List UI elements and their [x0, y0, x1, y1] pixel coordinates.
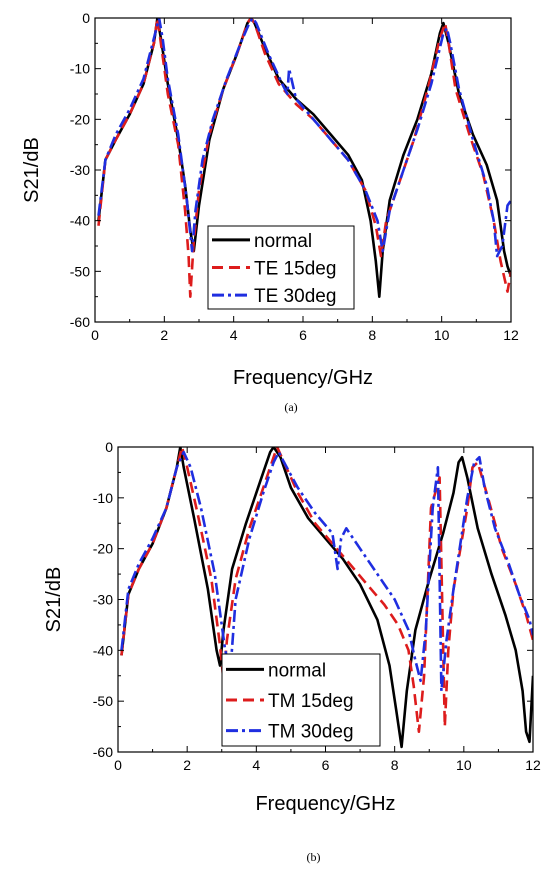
y-tick-label: -30 [70, 162, 90, 178]
x-tick-label: 0 [114, 757, 122, 773]
chart-2: 0 2 4 6 8 10 12 0 -10 -20 -30 -40 -50 -60 Frequency/GH… [43, 439, 541, 864]
y-tick-label: -50 [93, 693, 113, 709]
legend-label-2: TM 15deg [268, 691, 354, 712]
y-tick-label: -40 [70, 213, 90, 229]
x-tick-label: 12 [503, 327, 519, 343]
legend-label-1: normal [254, 231, 312, 252]
y-axis-label: S21/dB [43, 567, 65, 633]
legend-label-2: TE 15deg [254, 259, 336, 280]
x-tick-label: 10 [456, 757, 472, 773]
x-tick-label: 2 [183, 757, 191, 773]
y-tick-label: -60 [93, 744, 113, 760]
y-tick-label: -40 [93, 642, 113, 658]
y-tick-label: -60 [70, 314, 90, 330]
y-tick-label: 0 [105, 439, 113, 455]
figure-caption: (a) [284, 400, 297, 414]
y-tick-label: -30 [93, 592, 113, 608]
y-tick-label: -10 [93, 490, 113, 506]
legend: normal TM 15deg TM 30deg [221, 653, 381, 747]
x-tick-label: 10 [434, 327, 450, 343]
chart-1: 0 2 4 6 8 10 12 0 -10 -20 -30 -40 -50 -60 Frequency/GH… [21, 10, 519, 414]
y-tick-label: -50 [70, 263, 90, 279]
x-tick-label: 6 [299, 327, 307, 343]
series-line-2 [97, 18, 511, 299]
legend-label-3: TE 30deg [254, 286, 336, 307]
x-tick-label: 8 [391, 757, 399, 773]
series-line-1 [97, 18, 511, 299]
y-tick-label: -20 [70, 111, 90, 127]
x-tick-label: 4 [230, 327, 238, 343]
series-line-2 [120, 447, 533, 734]
y-tick-label: -10 [70, 61, 90, 77]
series-line-1 [120, 447, 533, 749]
x-axis-label: Frequency/GHz [255, 793, 395, 815]
x-tick-label: 8 [368, 327, 376, 343]
series-line-3 [120, 450, 533, 693]
series-line-3 [97, 18, 511, 258]
y-tick-label: 0 [82, 10, 90, 26]
figure-caption: (b) [307, 850, 321, 864]
x-axis-label: Frequency/GHz [233, 367, 373, 389]
legend: normal TE 15deg TE 30deg [207, 225, 355, 310]
x-tick-label: 2 [160, 327, 168, 343]
x-tick-label: 6 [322, 757, 330, 773]
y-axis-label: S21/dB [21, 137, 43, 203]
series-group [120, 447, 533, 749]
x-tick-label: 4 [252, 757, 260, 773]
series-group [97, 18, 511, 299]
y-tick-label: -20 [93, 541, 113, 557]
legend-label-1: normal [268, 660, 326, 681]
legend-label-3: TM 30deg [268, 722, 354, 743]
x-tick-label: 12 [525, 757, 541, 773]
x-tick-label: 0 [91, 327, 99, 343]
